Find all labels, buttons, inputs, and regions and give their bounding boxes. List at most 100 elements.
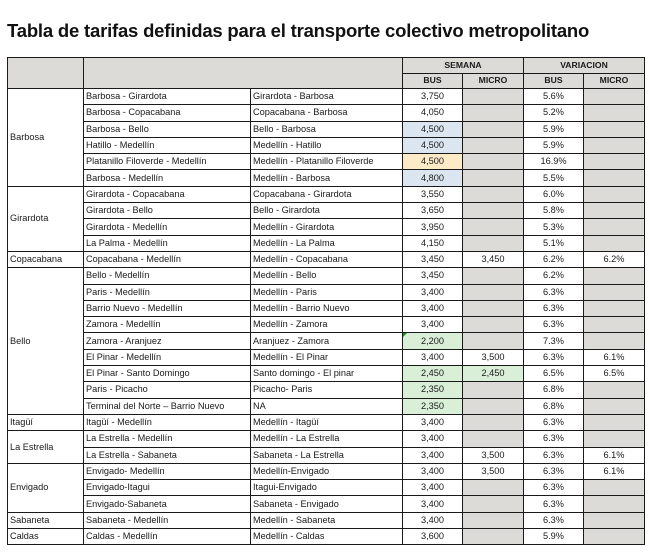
semana-micro-cell <box>462 104 524 122</box>
semana-micro-cell <box>462 381 524 399</box>
variacion-micro-cell <box>583 185 645 204</box>
semana-bus-cell: 2,200 <box>402 332 463 350</box>
variacion-bus-cell: 6.3% <box>523 446 584 464</box>
semana-bus-cell: 3,400 <box>402 430 463 448</box>
semana-micro-cell <box>462 169 524 187</box>
variacion-micro-cell: 6.2% <box>583 250 645 269</box>
semana-bus-cell: 3,400 <box>402 462 463 481</box>
header-variacion-micro: MICRO <box>583 72 645 89</box>
variacion-micro-cell <box>583 267 645 285</box>
variacion-micro-cell <box>583 511 645 530</box>
semana-micro-cell <box>462 479 524 497</box>
header-municipio-blank <box>7 57 84 89</box>
semana-micro-cell: 3,500 <box>462 446 524 464</box>
variacion-micro-cell <box>583 153 645 171</box>
route-ida-cell: Paris - Medellín <box>83 283 251 301</box>
header-variacion-bus: BUS <box>523 72 584 89</box>
table-row: La Estrella - Sabaneta Sabaneta - La Estr… <box>8 446 645 464</box>
semana-bus-cell: 4,500 <box>402 120 463 138</box>
variacion-micro-cell <box>583 104 645 122</box>
municipio-cell: Envigado <box>7 462 84 513</box>
semana-bus-cell: 3,950 <box>402 218 463 236</box>
table-row: Sabaneta Sabaneta - Medellín Medellín - Sa… <box>7 511 645 530</box>
semana-bus-cell: 2,350 <box>402 397 463 415</box>
table-row: Zamora - Aranjuez Aranjuez - Zamora 2,200 7… <box>8 332 645 350</box>
table-row: Terminal del Norte – Barrio Nuevo NA 2,350… <box>8 397 645 415</box>
table-row: Girardota Girardota - Copacabana Copacaban… <box>7 185 645 252</box>
route-ida-cell: Zamora - Medellín <box>83 316 251 334</box>
route-vuelta-cell: Medellín-Envigado <box>250 462 403 481</box>
table-row: Barbosa - Medellín Medellín - Barbosa 4,80… <box>8 169 645 187</box>
route-ida-cell: Envigado- Medellín <box>83 462 251 481</box>
table-row: Platanillo Filoverde - Medellín Medellín … <box>8 153 645 171</box>
variacion-micro-cell <box>583 495 645 513</box>
route-ida-cell: Caldas - Medellín <box>83 528 251 546</box>
route-vuelta-cell: Itagui-Envigado <box>250 479 403 497</box>
variacion-bus-cell: 5.5% <box>523 169 584 187</box>
route-ida-cell: Girardota - Medellín <box>83 218 251 236</box>
semana-micro-cell <box>462 267 524 285</box>
route-ida-cell: Envigado-Itagui <box>83 479 251 497</box>
route-ida-cell: Hatillo - Medellín <box>83 136 251 155</box>
variacion-bus-cell: 16.9% <box>523 153 584 171</box>
variacion-bus-cell: 6.2% <box>523 267 584 285</box>
variacion-bus-cell: 6.3% <box>523 299 584 318</box>
municipio-cell: Girardota <box>7 185 84 252</box>
route-vuelta-cell: Medellín - Caldas <box>250 528 403 546</box>
route-ida-cell: El Pinar - Santo Domingo <box>83 365 251 383</box>
table-row: Barbosa Barbosa - Girardota Girardota - Ba… <box>7 87 645 187</box>
semana-micro-cell <box>462 120 524 138</box>
semana-micro-cell <box>462 218 524 236</box>
semana-micro-cell <box>462 283 524 301</box>
semana-micro-cell: 3,450 <box>462 250 524 269</box>
semana-bus-cell: 3,400 <box>402 495 463 513</box>
table-row: Barbosa - Bello Bello - Barbosa 4,500 5.9% <box>8 120 645 138</box>
semana-micro-cell <box>462 185 524 204</box>
table-row: El Pinar - Medellín Medellín - El Pinar 3,… <box>8 348 645 367</box>
variacion-bus-cell: 6.3% <box>523 462 584 481</box>
variacion-bus-cell: 6.5% <box>523 365 584 383</box>
route-ida-cell: Barbosa - Bello <box>83 120 251 138</box>
variacion-micro-cell <box>583 87 645 106</box>
semana-micro-cell <box>462 202 524 220</box>
route-vuelta-cell: Medellín - Bello <box>250 267 403 285</box>
semana-micro-cell: 2,450 <box>462 365 524 383</box>
semana-micro-cell <box>462 316 524 334</box>
semana-bus-cell: 4,500 <box>402 153 463 171</box>
variacion-bus-cell: 6.3% <box>523 495 584 513</box>
semana-bus-cell: 3,550 <box>402 185 463 204</box>
variacion-bus-cell: 6.3% <box>523 413 584 432</box>
semana-bus-cell: 3,450 <box>402 250 463 269</box>
variacion-micro-cell: 6.1% <box>583 462 645 481</box>
table-row: Bello Bello - Medellín Medellín - Bello 3,4… <box>7 267 645 415</box>
semana-micro-cell <box>462 528 524 546</box>
route-vuelta-cell: Medellín - El Pinar <box>250 348 403 367</box>
variacion-micro-cell <box>583 316 645 334</box>
semana-micro-cell <box>462 153 524 171</box>
variacion-bus-cell: 6.8% <box>523 381 584 399</box>
route-vuelta-cell: Copacabana - Girardota <box>250 185 403 204</box>
semana-bus-cell: 3,600 <box>402 528 463 546</box>
route-vuelta-cell: Medellín - Itagüí <box>250 413 403 432</box>
header-semana: SEMANA <box>402 57 524 74</box>
semana-micro-cell <box>462 430 524 448</box>
table-row: Girardota - Medellín Medellín - Girardota… <box>8 218 645 236</box>
variacion-micro-cell <box>583 430 645 448</box>
route-ida-cell: Barrio Nuevo - Medellín <box>83 299 251 318</box>
route-vuelta-cell: Medellín - La Estrella <box>250 430 403 448</box>
route-vuelta-cell: Medellín - Copacabana <box>250 250 403 269</box>
variacion-bus-cell: 5.9% <box>523 136 584 155</box>
table-row: Copacabana Copacabana - Medellín Medellín … <box>7 250 645 269</box>
route-ida-cell: Girardota - Bello <box>83 202 251 220</box>
semana-bus-cell: 4,150 <box>402 234 463 252</box>
variacion-bus-cell: 6.3% <box>523 316 584 334</box>
semana-bus-cell: 3,750 <box>402 87 463 106</box>
table-row: Envigado Envigado- Medellín Medellín-Envig… <box>7 462 645 513</box>
variacion-bus-cell: 6.3% <box>523 283 584 301</box>
table-row: Paris - Picacho Picacho- Paris 2,350 6.8% <box>8 381 645 399</box>
variacion-bus-cell: 5.1% <box>523 234 584 252</box>
semana-bus-cell: 3,400 <box>402 283 463 301</box>
route-ida-cell: Terminal del Norte – Barrio Nuevo <box>83 397 251 415</box>
variacion-bus-cell: 5.3% <box>523 218 584 236</box>
route-vuelta-cell: Girardota - Barbosa <box>250 87 403 106</box>
